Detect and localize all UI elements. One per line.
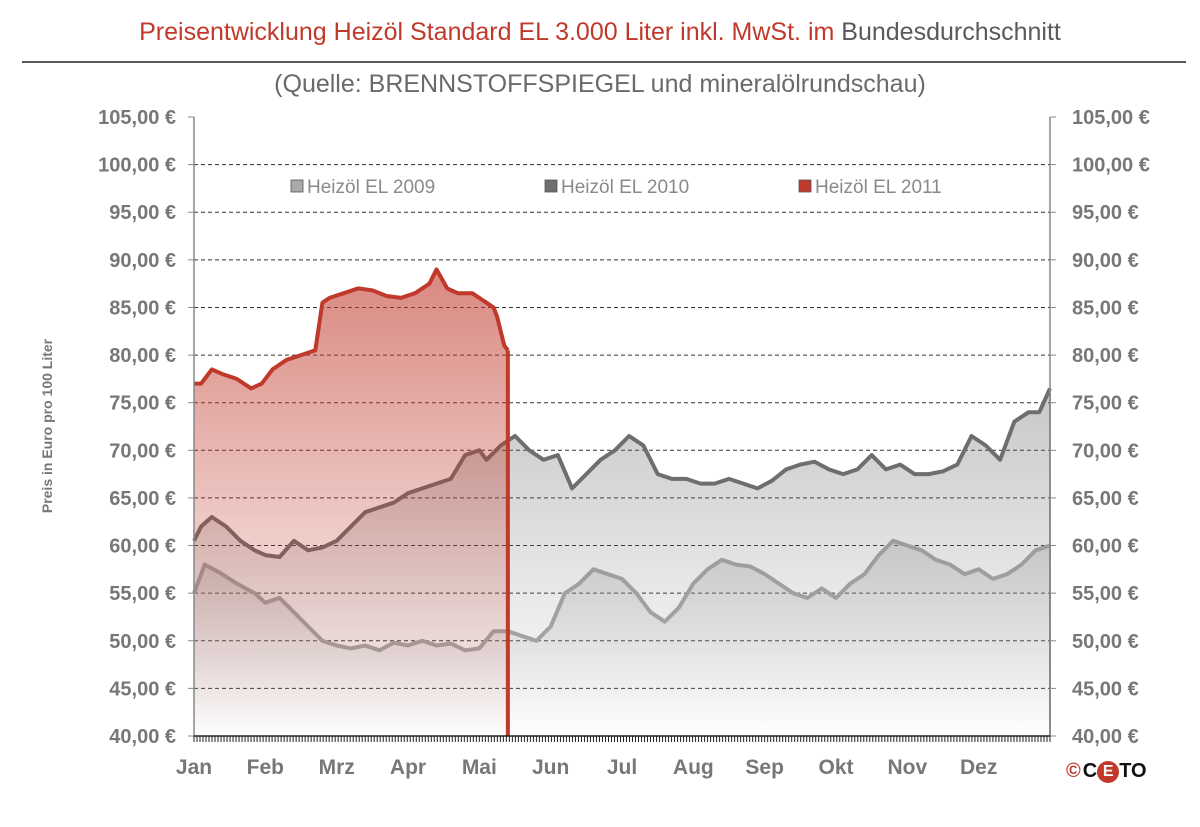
y-axis-title: Preis in Euro pro 100 Liter [39,338,55,513]
x-tick-label: Jul [607,756,637,779]
y-tick-label-right: 75,00 € [1072,393,1139,415]
legend-label: Heizöl EL 2010 [561,177,689,198]
x-tick-label: Okt [818,756,853,779]
y-tick-label-right: 105,00 € [1072,107,1150,129]
legend-swatch [544,179,558,193]
y-tick-label-left: 105,00 € [98,107,176,129]
legend-label: Heizöl EL 2009 [307,177,435,198]
logo-right: TO [1119,760,1147,782]
y-tick-label-right: 80,00 € [1072,345,1139,367]
logo-left: C [1082,760,1098,782]
legend-swatch [798,179,812,193]
y-tick-label-right: 90,00 € [1072,250,1139,272]
x-tick-label: Jun [532,756,569,779]
chart-title-main: Preisentwicklung Heizöl Standard EL 3.00… [139,18,835,46]
y-tick-label-left: 75,00 € [109,393,176,415]
y-tick-label-left: 40,00 € [109,726,176,748]
logo-mid: E [1097,760,1120,783]
chart-title: Preisentwicklung Heizöl Standard EL 3.00… [0,18,1200,47]
x-tick-label: Jan [176,756,212,779]
y-tick-label-left: 80,00 € [109,345,176,367]
x-tick-label: Mai [462,756,497,779]
legend-label: Heizöl EL 2011 [815,177,942,198]
x-tick-label: Aug [673,756,714,779]
y-tick-label-right: 65,00 € [1072,488,1139,510]
y-tick-label-left: 60,00 € [109,536,176,558]
y-tick-label-right: 100,00 € [1072,155,1150,177]
y-tick-label-right: 40,00 € [1072,726,1139,748]
y-tick-label-left: 85,00 € [109,297,176,319]
y-tick-label-right: 60,00 € [1072,536,1139,558]
y-tick-label-left: 70,00 € [109,440,176,462]
y-tick-label-left: 95,00 € [109,202,176,224]
x-tick-label: Dez [960,756,997,779]
y-tick-label-right: 50,00 € [1072,631,1139,653]
x-tick-label: Apr [390,756,426,779]
chart-subtitle: (Quelle: BRENNSTOFFSPIEGEL und mineralöl… [274,70,926,98]
y-tick-label-right: 55,00 € [1072,583,1139,605]
y-tick-label-right: 45,00 € [1072,678,1139,700]
y-tick-label-left: 65,00 € [109,488,176,510]
chart-title-suffix: Bundesdurchschnitt [841,18,1061,46]
ceto-logo: C E TO [1083,760,1147,783]
x-tick-label: Sep [745,756,784,779]
y-tick-label-left: 100,00 € [98,155,176,177]
y-tick-label-left: 90,00 € [109,250,176,272]
x-tick-label: Mrz [319,756,355,779]
series-line [194,267,510,391]
y-tick-label-left: 45,00 € [109,678,176,700]
y-tick-label-right: 70,00 € [1072,440,1139,462]
copyright-mark: © C E TO [1066,760,1147,783]
y-tick-label-left: 50,00 € [109,631,176,653]
x-tick-label: Feb [247,756,284,779]
legend-swatch [290,179,304,193]
y-tick-label-left: 55,00 € [109,583,176,605]
x-tick-label: Nov [887,756,927,779]
y-tick-label-right: 85,00 € [1072,297,1139,319]
series-area [194,269,508,736]
copyright-symbol: © [1066,760,1081,782]
title-divider [22,61,1186,63]
y-tick-label-right: 95,00 € [1072,202,1139,224]
